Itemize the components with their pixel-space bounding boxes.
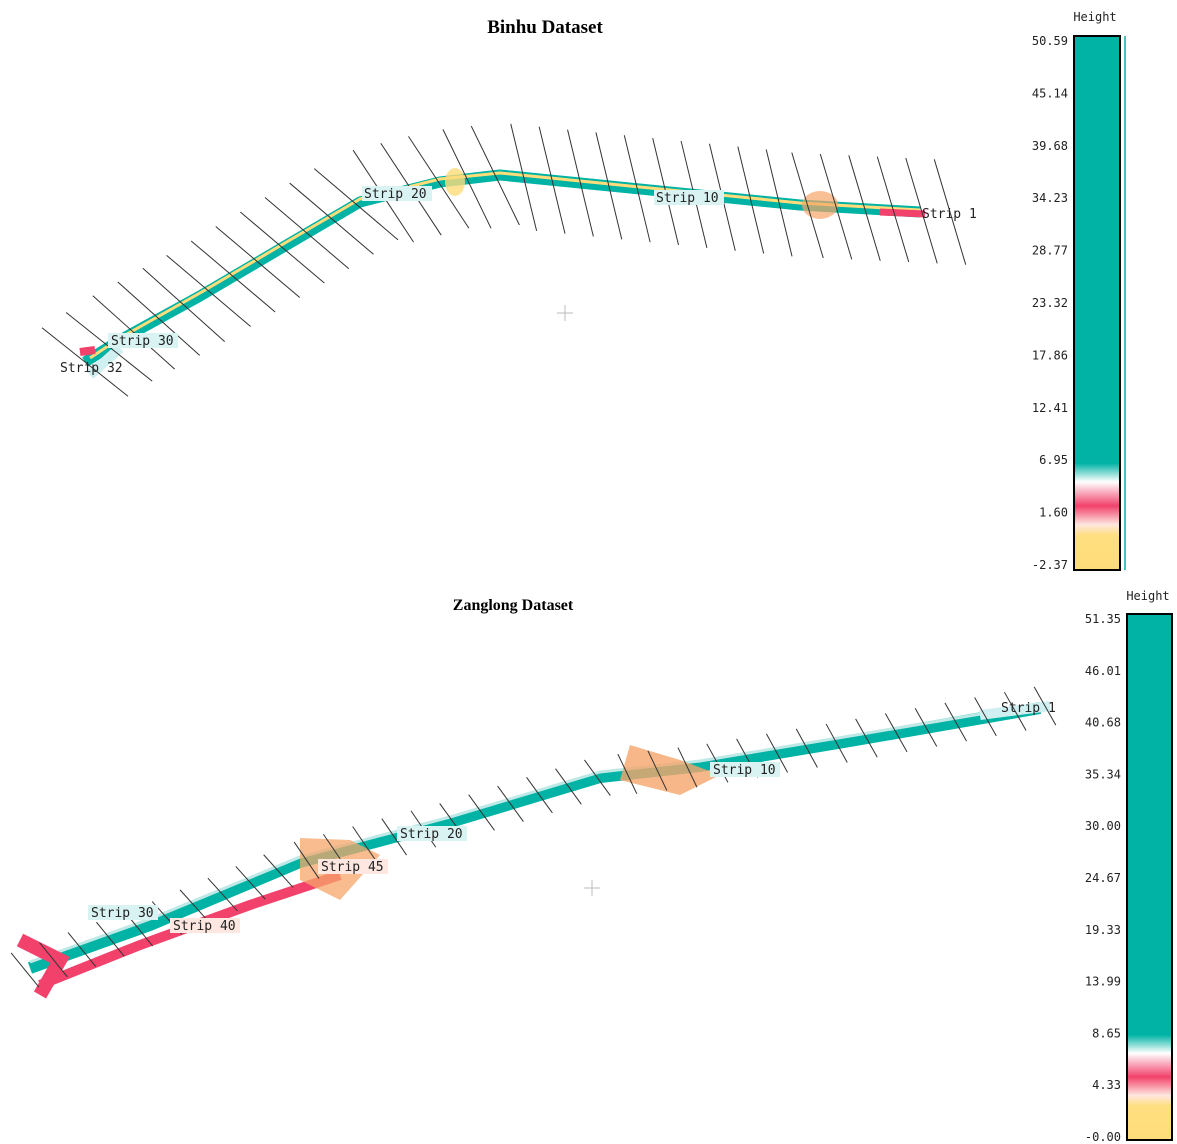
colorbar-tick-label: 1.60 bbox=[1039, 506, 1068, 520]
colorbar-tick-label: 46.01 bbox=[1085, 664, 1121, 678]
strip-label: Strip 30 bbox=[91, 906, 154, 921]
colorbar-tick-label: 50.59 bbox=[1032, 34, 1068, 48]
colorbar-ticks: 50.59 45.14 39.68 34.23 28.77 23.32 17.86 12.41… bbox=[1032, 34, 1068, 572]
strip-line bbox=[314, 169, 398, 240]
strip-line bbox=[290, 183, 374, 254]
strip-line bbox=[265, 197, 349, 268]
colorbar-ticks: 51.35 46.01 40.68 35.34 30.00 24.67 19.33 13.99… bbox=[1085, 612, 1121, 1144]
colorbar-tick-label: 23.32 bbox=[1032, 296, 1068, 310]
colorbar-tick-label: 28.77 bbox=[1032, 244, 1068, 258]
colorbar-tick-label: 51.35 bbox=[1085, 612, 1121, 626]
strip-line bbox=[240, 212, 324, 283]
colorbar-title: Height bbox=[1073, 10, 1116, 24]
strip-line bbox=[143, 268, 225, 341]
strip-label: Strip 10 bbox=[713, 763, 776, 778]
strip-label: Strip 40 bbox=[173, 919, 236, 934]
crosshair bbox=[557, 305, 573, 321]
strip-lines bbox=[42, 124, 966, 396]
strip-label: Strip 32 bbox=[60, 361, 123, 376]
strip-line bbox=[191, 241, 275, 312]
colorbar bbox=[1127, 614, 1172, 1140]
strip-label: Strip 10 bbox=[656, 191, 719, 206]
colorbar-tick-label: 34.23 bbox=[1032, 191, 1068, 205]
colorbar-tick-label: 19.33 bbox=[1085, 923, 1121, 937]
point-cloud bbox=[20, 704, 1050, 995]
colorbar-tick-label: 6.95 bbox=[1039, 453, 1068, 467]
strip-label: Strip 30 bbox=[111, 334, 174, 349]
crosshair bbox=[584, 880, 600, 896]
colorbar-tick-label: 24.67 bbox=[1085, 871, 1121, 885]
strip-label: Strip 20 bbox=[400, 827, 463, 842]
colorbar-tick-label: 17.86 bbox=[1032, 348, 1068, 362]
panel-title: Zanglong Dataset bbox=[453, 597, 574, 614]
colorbar-tick-label: 39.68 bbox=[1032, 139, 1068, 153]
strip-line bbox=[167, 255, 251, 326]
colorbar-tick-label: 40.68 bbox=[1085, 716, 1121, 730]
strip-label: Strip 1 bbox=[922, 207, 977, 222]
colorbar-tick-label: 35.34 bbox=[1085, 767, 1121, 781]
figure: Binhu Dataset Strip 20 Strip 10 Strip 1 … bbox=[0, 0, 1177, 1144]
colorbar-tick-label: -2.37 bbox=[1032, 558, 1068, 572]
colorbar-tick-label: 4.33 bbox=[1092, 1078, 1121, 1092]
colorbar-tick-label: 12.41 bbox=[1032, 401, 1068, 415]
strip-label: Strip 45 bbox=[321, 860, 384, 875]
colorbar-title: Height bbox=[1126, 589, 1169, 603]
point-cloud bbox=[80, 168, 925, 375]
colorbar-tick-label: 8.65 bbox=[1092, 1026, 1121, 1040]
colorbar-tick-label: 30.00 bbox=[1085, 819, 1121, 833]
strip-label: Strip 20 bbox=[364, 187, 427, 202]
strip-line bbox=[216, 226, 300, 297]
colorbar-tick-label: 45.14 bbox=[1032, 86, 1068, 100]
panel-title: Binhu Dataset bbox=[487, 17, 603, 38]
colorbar-tick-label: -0.00 bbox=[1085, 1130, 1121, 1144]
colorbar bbox=[1074, 36, 1120, 570]
strip-label: Strip 1 bbox=[1001, 701, 1056, 716]
colorbar-tick-label: 13.99 bbox=[1085, 975, 1121, 989]
